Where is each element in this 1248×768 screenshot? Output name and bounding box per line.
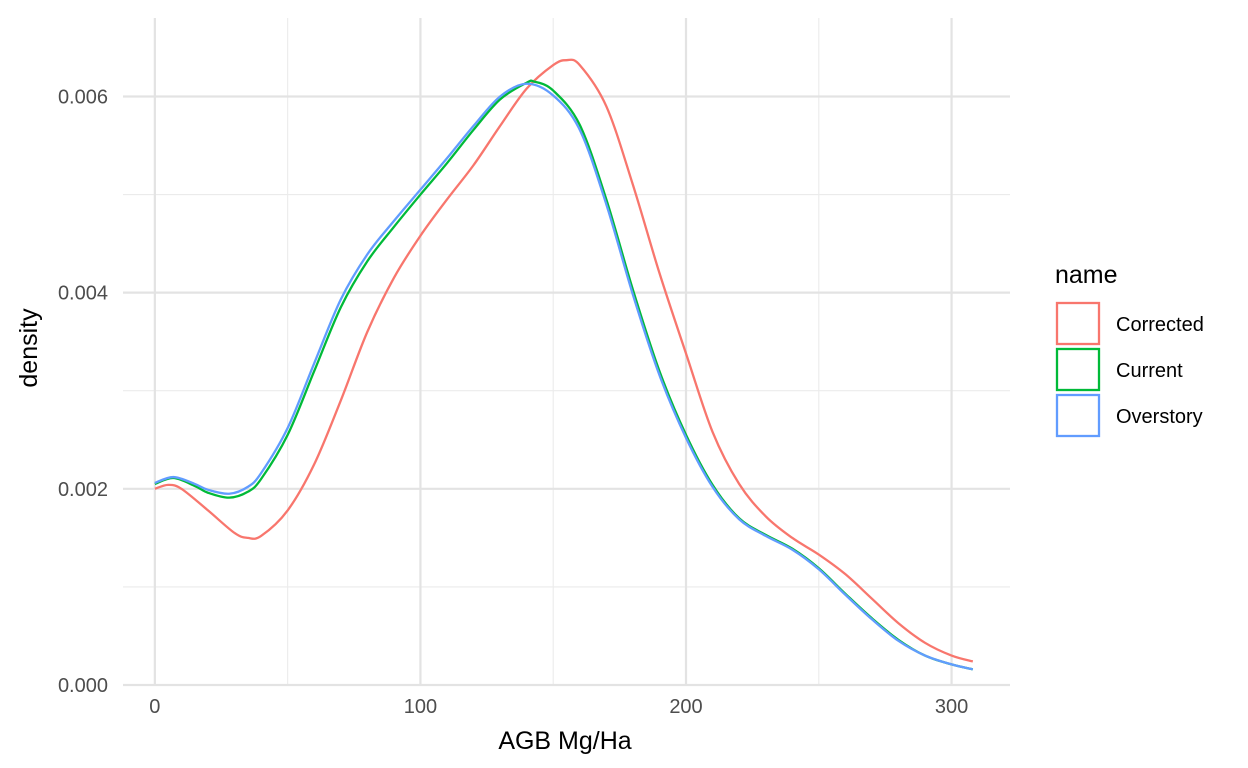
legend: name Corrected Current Overstory <box>1055 261 1204 438</box>
y-tick-label: 0.004 <box>58 283 108 305</box>
legend-item-current: Current <box>1055 347 1183 392</box>
legend-key-corrected <box>1055 301 1101 346</box>
density-line-overstory <box>154 82 974 671</box>
legend-item-overstory: Overstory <box>1055 393 1203 438</box>
legend-key-overstory <box>1055 393 1101 438</box>
y-axis-title: density <box>15 308 43 388</box>
series-lines <box>154 58 974 671</box>
legend-item-corrected: Corrected <box>1055 301 1204 346</box>
x-tick-label: 300 <box>935 696 968 718</box>
x-axis-title: AGB Mg/Ha <box>498 727 631 755</box>
minor-grid <box>123 18 1010 685</box>
legend-key-current <box>1055 347 1101 392</box>
legend-label: Overstory <box>1116 406 1203 428</box>
y-tick-label: 0.006 <box>58 86 108 108</box>
legend-label: Corrected <box>1116 314 1204 336</box>
x-axis-tick-labels: 0 100 200 300 <box>149 696 968 718</box>
major-grid <box>123 18 1010 687</box>
density-line-corrected <box>154 58 974 663</box>
legend-title: name <box>1055 261 1118 289</box>
y-axis-tick-labels: 0.000 0.002 0.004 0.006 <box>58 86 108 697</box>
legend-label: Current <box>1116 360 1183 382</box>
x-tick-label: 100 <box>404 696 437 718</box>
y-tick-label: 0.002 <box>58 479 108 501</box>
y-tick-label: 0.000 <box>58 675 108 697</box>
density-line-current <box>154 79 974 671</box>
x-tick-label: 200 <box>669 696 702 718</box>
x-tick-label: 0 <box>149 696 160 718</box>
legend-items: Corrected Current Overstory <box>1055 301 1204 438</box>
